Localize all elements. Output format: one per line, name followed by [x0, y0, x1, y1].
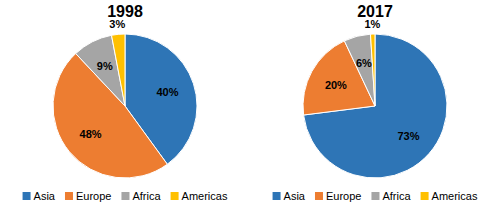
legend: Asia Europe Africa Americas: [273, 190, 478, 202]
legend-item: Americas: [171, 190, 228, 202]
pie-slice: [112, 34, 125, 106]
data-labels: 40% 48% 9% 3%: [80, 18, 179, 140]
legend-swatch: [315, 192, 323, 200]
legend-label: Europe: [76, 190, 111, 202]
pie-slice: [304, 34, 447, 178]
legend-item: Asia: [23, 190, 56, 202]
legend-item: Americas: [421, 190, 478, 202]
legend-item: Asia: [273, 190, 306, 202]
legend-item: Europe: [65, 190, 111, 202]
legend-swatch: [65, 192, 73, 200]
legend-swatch: [273, 192, 281, 200]
pie-slice: [370, 34, 375, 106]
legend-item: Africa: [371, 190, 411, 202]
pie-panel: 201773%20%6%1%AsiaEuropeAfricaAmericas: [273, 3, 478, 202]
data-label: 1%: [364, 18, 380, 30]
data-labels: 73% 20% 6% 1%: [325, 18, 420, 141]
legend-swatch: [171, 192, 179, 200]
legend-label: Europe: [326, 190, 361, 202]
data-label: 6%: [356, 57, 372, 69]
chart-root: 199840%48%9%3%AsiaEuropeAfricaAmericas20…: [0, 0, 500, 206]
legend-label: Asia: [34, 190, 56, 202]
legend: Asia Europe Africa Americas: [23, 190, 228, 202]
slices: [303, 34, 447, 178]
data-label: 20%: [325, 78, 347, 90]
pie-slice: [344, 34, 375, 106]
legend-swatch: [23, 192, 31, 200]
data-label: 48%: [80, 128, 102, 140]
data-label: 73%: [397, 130, 419, 142]
data-label: 3%: [109, 18, 125, 30]
legend-swatch: [371, 192, 379, 200]
legend-label: Africa: [132, 190, 161, 202]
legend-item: Europe: [315, 190, 361, 202]
slices: [53, 34, 197, 178]
pie-slice: [53, 54, 167, 178]
legend-swatch: [421, 192, 429, 200]
legend-label: Americas: [182, 190, 228, 202]
pie-panel: 199840%48%9%3%AsiaEuropeAfricaAmericas: [23, 3, 228, 202]
legend-label: Americas: [432, 190, 478, 202]
data-label: 9%: [97, 60, 113, 72]
legend-swatch: [121, 192, 129, 200]
legend-item: Africa: [121, 190, 161, 202]
data-label: 40%: [156, 86, 178, 98]
legend-label: Asia: [284, 190, 306, 202]
legend-label: Africa: [382, 190, 411, 202]
